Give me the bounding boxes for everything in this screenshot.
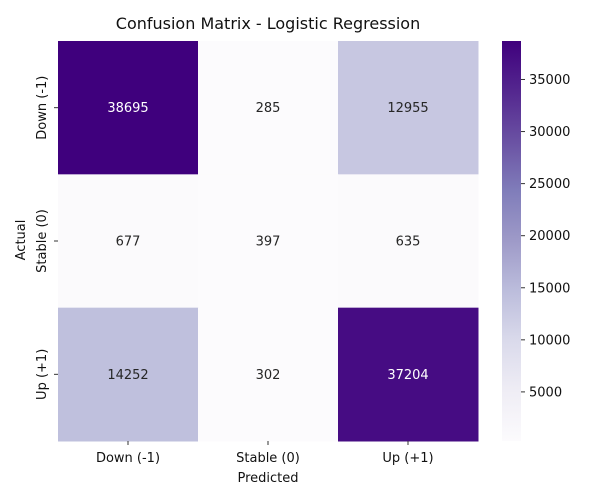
colorbar-tick-label: 10000: [529, 333, 570, 348]
heatmap-cell: [338, 174, 479, 309]
y-tick-label: Up (+1): [35, 349, 50, 400]
cell-value-label: 14252: [107, 368, 148, 383]
cell-value-label: 38695: [107, 101, 148, 116]
heatmap-cell-labels: 38695 285 12955 677 397 635 14252 302 37204: [107, 101, 428, 383]
heatmap-cell: [198, 41, 339, 175]
x-axis-label: Predicted: [237, 471, 298, 486]
colorbar-tick-label: 5000: [529, 385, 562, 400]
heatmap-cell: [338, 307, 479, 442]
cell-value-label: 285: [256, 101, 281, 116]
colorbar-tick-label: 15000: [529, 281, 570, 296]
y-tick-label: Down (-1): [35, 76, 50, 140]
x-tick-label: Stable (0): [236, 451, 300, 466]
chart-title: Confusion Matrix - Logistic Regression: [116, 14, 420, 33]
y-axis-label: Actual: [14, 220, 29, 261]
x-axis-ticks: Down (-1) Stable (0) Up (+1): [96, 441, 434, 466]
colorbar-tick-label: 20000: [529, 229, 570, 244]
x-tick-label: Up (+1): [382, 451, 433, 466]
heatmap-cell: [58, 41, 199, 175]
heatmap-cells: [58, 41, 479, 442]
heatmap-cell: [338, 41, 479, 175]
heatmap-cell: [198, 174, 339, 309]
cell-value-label: 635: [396, 235, 421, 250]
colorbar: [502, 41, 521, 441]
colorbar-tick-label: 25000: [529, 177, 570, 192]
cell-value-label: 397: [256, 235, 281, 250]
y-tick-label: Stable (0): [35, 209, 50, 273]
x-tick-label: Down (-1): [96, 451, 160, 466]
colorbar-tick-label: 30000: [529, 125, 570, 140]
cell-value-label: 12955: [387, 101, 428, 116]
heatmap-cell: [198, 307, 339, 442]
colorbar-ticks: 5000 10000 15000 20000 25000 30000 35000: [521, 73, 570, 400]
heatmap-cell: [58, 174, 199, 309]
colorbar-tick-label: 35000: [529, 73, 570, 88]
heatmap-cell: [58, 307, 199, 442]
y-axis-ticks: Down (-1) Stable (0) Up (+1): [35, 76, 58, 400]
cell-value-label: 677: [116, 235, 141, 250]
cell-value-label: 302: [256, 368, 281, 383]
cell-value-label: 37204: [387, 368, 428, 383]
